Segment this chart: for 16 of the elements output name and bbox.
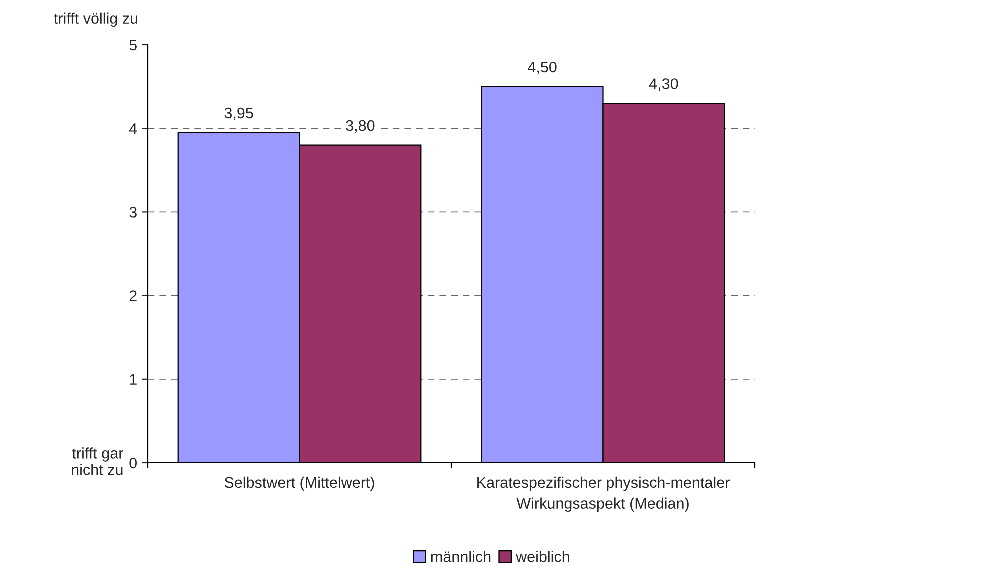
y-tick-label: 0 (130, 458, 137, 469)
text: trifft völlig zu (54, 12, 138, 28)
y-tick-label: 2 (130, 290, 137, 302)
text: trifft gar nicht zu (72, 448, 124, 476)
x-tick-label: Karatespezifischer physisch-mentaler Wirkungsaspekt (Median) (478, 476, 730, 512)
legend-label: weiblich (516, 551, 570, 562)
y-tick-label: 3 (130, 207, 137, 218)
data-label: 4,50 (528, 62, 557, 74)
y-tick-label: 1 (130, 374, 137, 385)
data-label: 4,30 (649, 78, 678, 92)
data-label: 3,80 (346, 120, 375, 133)
data-label: 3,95 (224, 108, 254, 120)
legend-label: männlich (431, 551, 491, 562)
y-tick-label: 4 (129, 124, 138, 134)
x-tick-label: Selbstwert (Mittelwert) (224, 476, 374, 492)
y-tick-label: 5 (130, 40, 137, 51)
